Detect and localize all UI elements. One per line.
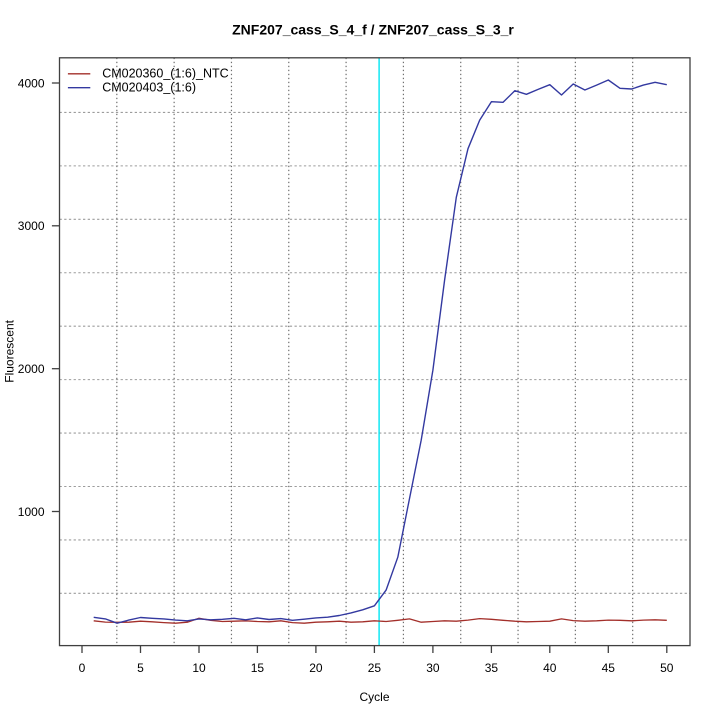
svg-text:ZNF207_cass_S_4_f / ZNF207_cas: ZNF207_cass_S_4_f / ZNF207_cass_S_3_r — [232, 22, 514, 38]
svg-text:40: 40 — [543, 661, 557, 675]
svg-text:3000: 3000 — [18, 219, 45, 233]
svg-text:1000: 1000 — [18, 505, 45, 519]
svg-text:CM020403_(1:6): CM020403_(1:6) — [102, 81, 196, 95]
svg-text:2000: 2000 — [18, 362, 45, 376]
svg-text:CM020360_(1:6)_NTC: CM020360_(1:6)_NTC — [102, 67, 228, 81]
svg-text:Cycle: Cycle — [359, 690, 389, 704]
svg-text:25: 25 — [368, 661, 382, 675]
svg-text:30: 30 — [426, 661, 440, 675]
svg-text:0: 0 — [79, 661, 86, 675]
svg-text:45: 45 — [602, 661, 616, 675]
svg-text:Fluorescent: Fluorescent — [3, 319, 17, 382]
svg-text:5: 5 — [137, 661, 144, 675]
svg-text:15: 15 — [251, 661, 265, 675]
svg-text:35: 35 — [485, 661, 499, 675]
svg-text:50: 50 — [660, 661, 674, 675]
svg-text:4000: 4000 — [18, 76, 45, 90]
svg-text:10: 10 — [192, 661, 206, 675]
svg-text:20: 20 — [309, 661, 323, 675]
